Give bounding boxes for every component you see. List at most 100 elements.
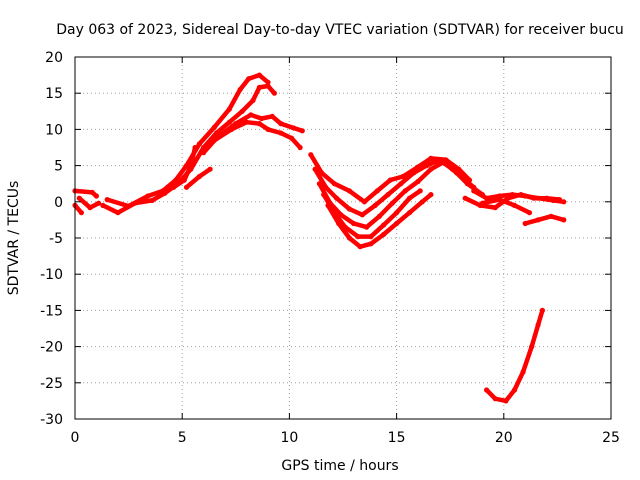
series-track-9 xyxy=(211,119,303,151)
data-point xyxy=(265,83,271,89)
data-point xyxy=(196,141,202,147)
data-point xyxy=(243,119,250,125)
data-point xyxy=(192,144,198,151)
data-point xyxy=(511,202,518,208)
data-point xyxy=(211,137,217,143)
series-track-7 xyxy=(183,166,213,190)
series-track-1 xyxy=(72,188,99,199)
data-point xyxy=(424,163,430,169)
data-point xyxy=(505,195,511,201)
x-tick-label: 10 xyxy=(280,430,298,446)
data-point xyxy=(196,173,202,180)
data-point xyxy=(78,210,84,216)
data-point xyxy=(417,188,423,194)
y-tick-label: -15 xyxy=(40,303,63,319)
data-point xyxy=(258,115,265,122)
data-point xyxy=(87,205,93,211)
data-point xyxy=(400,173,406,180)
data-point xyxy=(160,188,166,194)
series-track-4 xyxy=(100,83,277,216)
data-point xyxy=(406,210,413,216)
data-point xyxy=(398,181,404,187)
data-point xyxy=(149,197,155,203)
data-point xyxy=(544,195,550,201)
data-point xyxy=(346,188,352,194)
data-point xyxy=(248,112,254,118)
data-point xyxy=(250,97,256,103)
data-point xyxy=(561,217,567,223)
data-point xyxy=(402,188,408,194)
data-point xyxy=(479,200,485,206)
data-point xyxy=(312,166,318,172)
data-point xyxy=(518,192,524,198)
data-point xyxy=(265,126,271,132)
data-point xyxy=(104,197,110,203)
data-point xyxy=(526,210,533,216)
data-point xyxy=(211,124,217,130)
data-point xyxy=(372,202,378,208)
data-point xyxy=(89,189,95,195)
data-point xyxy=(464,181,470,187)
series-track-2 xyxy=(76,195,102,211)
y-tick-label: 10 xyxy=(45,122,63,138)
y-tick-label: -30 xyxy=(40,412,63,428)
data-point xyxy=(226,106,232,112)
data-point xyxy=(346,206,352,212)
data-point xyxy=(336,220,342,227)
data-point xyxy=(484,195,490,201)
data-point xyxy=(207,166,213,172)
data-point xyxy=(346,235,352,241)
y-tick-label: -5 xyxy=(49,231,63,247)
data-point xyxy=(115,210,121,216)
data-point xyxy=(441,159,447,165)
data-point xyxy=(96,200,102,206)
data-point xyxy=(529,344,535,350)
x-tick-label: 15 xyxy=(388,430,406,446)
data-point xyxy=(256,84,262,90)
data-point xyxy=(415,178,421,185)
x-tick-label: 0 xyxy=(71,430,80,446)
data-point xyxy=(76,195,82,201)
data-point xyxy=(496,197,503,203)
series-line xyxy=(522,214,567,226)
series-track-18 xyxy=(522,213,567,227)
data-point xyxy=(237,87,243,93)
x-axis-label: GPS time / hours xyxy=(281,458,398,474)
x-tick-label: 20 xyxy=(495,430,513,446)
data-point xyxy=(411,170,417,176)
y-tick-label: -25 xyxy=(40,376,63,392)
data-point xyxy=(520,369,526,375)
data-point xyxy=(381,222,387,228)
data-point xyxy=(256,72,262,78)
data-point xyxy=(359,212,365,218)
data-point xyxy=(385,192,391,198)
data-point xyxy=(228,126,235,132)
data-point xyxy=(288,135,295,141)
data-point xyxy=(213,130,220,136)
data-point xyxy=(308,152,314,158)
data-point xyxy=(561,199,567,205)
data-point xyxy=(419,199,425,205)
data-point xyxy=(389,200,395,206)
data-point xyxy=(535,217,541,223)
series-track-17 xyxy=(479,197,533,216)
data-point xyxy=(394,210,400,216)
data-point xyxy=(406,195,413,201)
data-point xyxy=(271,90,277,96)
data-point xyxy=(256,121,262,127)
series-track-5 xyxy=(104,72,271,209)
y-tick-label: 15 xyxy=(45,86,63,102)
data-layer xyxy=(72,72,567,404)
y-tick-label: 0 xyxy=(54,195,63,211)
data-point xyxy=(364,224,370,230)
data-point xyxy=(126,203,132,209)
data-point xyxy=(334,195,340,201)
data-point xyxy=(321,192,327,198)
series-track-6 xyxy=(171,144,198,190)
data-point xyxy=(93,193,99,199)
chart-title: Day 063 of 2023, Sidereal Day-to-day VTE… xyxy=(56,22,624,38)
data-point xyxy=(171,184,177,190)
data-point xyxy=(428,166,434,172)
